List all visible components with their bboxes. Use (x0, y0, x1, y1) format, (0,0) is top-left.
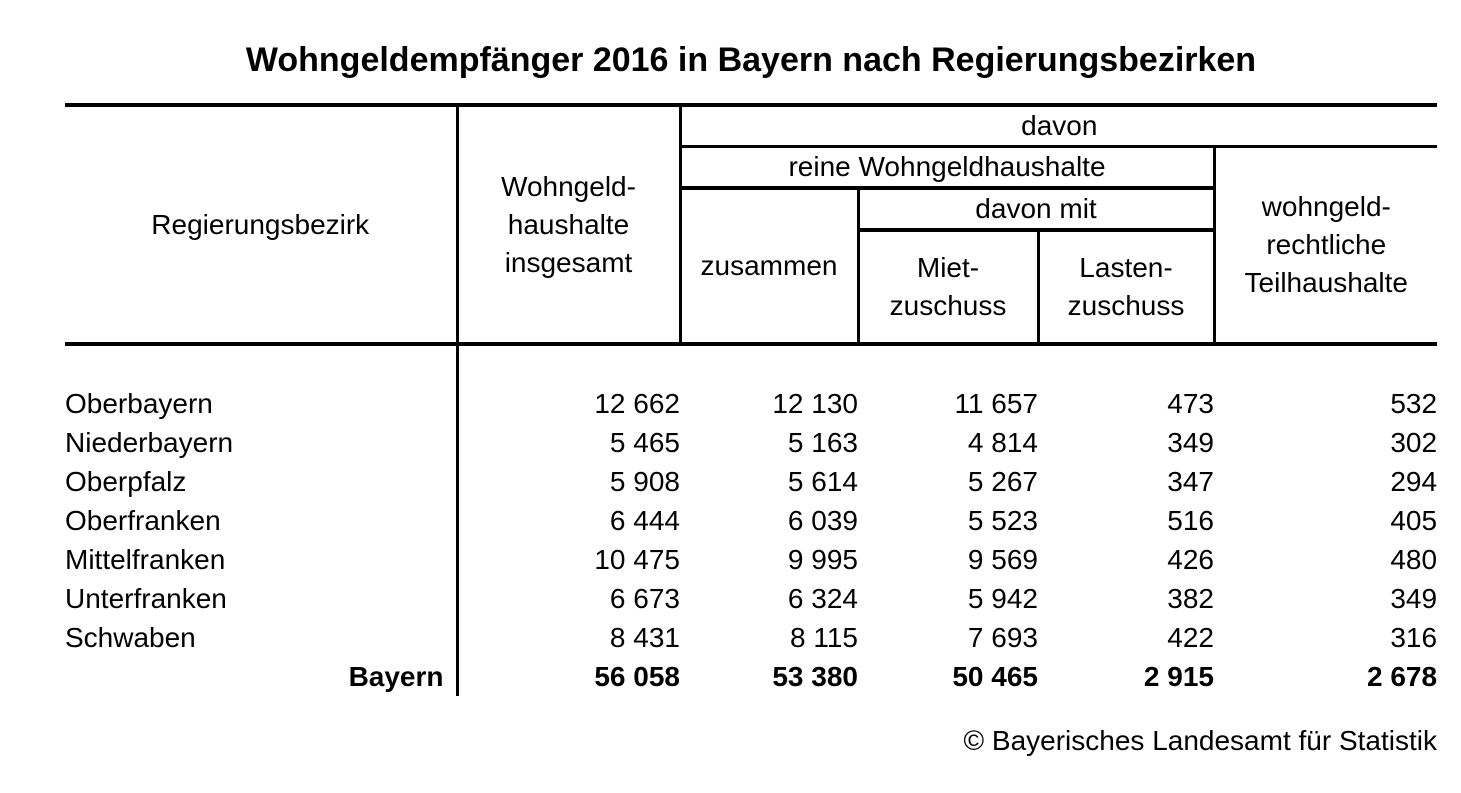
table-row: Schwaben 8 431 8 115 7 693 422 316 (65, 618, 1437, 657)
value-cell: 10 475 (594, 543, 680, 575)
total-value-cell: 2 678 (1366, 660, 1438, 692)
table-row: Oberbayern 12 662 12 130 11 657 473 532 (65, 384, 1437, 423)
header-lastenzuschuss: Lasten- zuschuss (1038, 230, 1214, 346)
total-value-cell: 50 465 (952, 660, 1038, 692)
district-name-cell: Oberpfalz (65, 462, 459, 501)
value-cell: 294 (1390, 465, 1438, 497)
value-cell: 532 (1390, 387, 1438, 419)
value-cell: 8 115 (790, 621, 858, 653)
table-row: Oberfranken 6 444 6 039 5 523 516 405 (65, 501, 1437, 540)
value-cell: 516 (1167, 504, 1214, 536)
header-reine-wohngeldhaushalte: reine Wohngeldhaushalte (680, 146, 1214, 190)
header-davon-mit: davon mit (858, 188, 1214, 232)
value-cell: 426 (1167, 543, 1214, 575)
value-cell: 316 (1390, 621, 1438, 653)
value-cell: 5 465 (609, 426, 680, 458)
total-value-cell: 56 058 (594, 660, 680, 692)
table-row: Oberpfalz 5 908 5 614 5 267 347 294 (65, 462, 1437, 501)
value-cell: 302 (1390, 426, 1438, 458)
district-name-cell: Schwaben (65, 618, 459, 657)
table-title: Wohngeldempfänger 2016 in Bayern nach Re… (245, 41, 1257, 79)
header-wohngeldhaushalte-insgesamt: Wohngeld- haushalte insgesamt (457, 103, 682, 346)
value-cell: 6 324 (787, 582, 858, 614)
value-cell: 6 444 (609, 504, 680, 536)
district-name-cell: Mittelfranken (65, 540, 459, 579)
value-cell: 382 (1167, 582, 1214, 614)
value-cell: 5 267 (967, 465, 1038, 497)
value-cell: 7 693 (967, 621, 1038, 653)
district-name-cell: Oberbayern (65, 384, 459, 423)
value-cell: 473 (1167, 387, 1214, 419)
table-body: Oberbayern 12 662 12 130 11 657 473 532 … (65, 344, 1437, 696)
value-cell: 12 130 (772, 387, 858, 419)
value-cell: 5 163 (787, 426, 858, 458)
value-cell: 349 (1390, 582, 1438, 614)
header-zusammen: zusammen (680, 188, 860, 346)
table-row: Mittelfranken 10 475 9 995 9 569 426 480 (65, 540, 1437, 579)
value-cell: 5 908 (609, 465, 680, 497)
spacer-row (65, 344, 1437, 384)
district-name-cell: Niederbayern (65, 423, 459, 462)
total-value-cell: 53 380 (772, 660, 858, 692)
table-header: Regierungsbezirk Wohngeld- haushalte ins… (65, 103, 1438, 346)
value-cell: 9 569 (967, 543, 1038, 575)
copyright-notice: © Bayerisches Landesamt für Statistik (963, 725, 1438, 756)
value-cell: 5 614 (787, 465, 858, 497)
district-name-cell: Unterfranken (65, 579, 459, 618)
value-cell: 5 942 (967, 582, 1038, 614)
header-davon: davon (680, 103, 1438, 148)
table-row: Niederbayern 5 465 5 163 4 814 349 302 (65, 423, 1437, 462)
value-cell: 6 039 (787, 504, 858, 536)
value-cell: 480 (1390, 543, 1438, 575)
value-cell: 8 431 (609, 621, 680, 653)
district-name-cell: Oberfranken (65, 501, 459, 540)
header-mietzuschuss: Miet- zuschuss (858, 230, 1040, 346)
value-cell: 6 673 (609, 582, 680, 614)
value-cell: 422 (1167, 621, 1214, 653)
statistics-table: Regierungsbezirk Wohngeld- haushalte ins… (65, 103, 1438, 696)
table-row: Unterfranken 6 673 6 324 5 942 382 349 (65, 579, 1437, 618)
value-cell: 347 (1167, 465, 1214, 497)
value-cell: 11 657 (954, 387, 1038, 419)
header-regierungsbezirk: Regierungsbezirk (65, 103, 459, 346)
header-wohngeldrechtliche-teilhaushalte: wohngeld- rechtliche Teilhaushalte (1212, 146, 1438, 346)
total-name-cell: Bayern (65, 657, 459, 696)
value-cell: 9 995 (787, 543, 858, 575)
value-cell: 12 662 (594, 387, 680, 419)
total-row: Bayern 56 058 53 380 50 465 2 915 2 678 (65, 657, 1437, 696)
value-cell: 349 (1167, 426, 1214, 458)
value-cell: 4 814 (967, 426, 1038, 458)
value-cell: 5 523 (967, 504, 1038, 536)
total-value-cell: 2 915 (1143, 660, 1214, 692)
value-cell: 405 (1390, 504, 1438, 536)
